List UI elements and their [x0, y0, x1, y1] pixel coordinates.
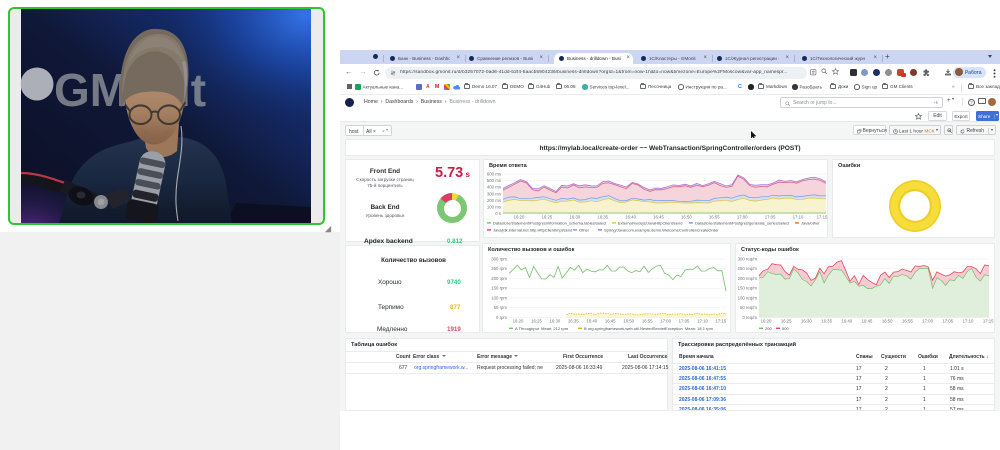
svg-text:150 rpm: 150 rpm	[491, 286, 507, 291]
svg-text:Other: Other	[579, 227, 590, 232]
svg-text:17:00: 17:00	[922, 319, 933, 324]
svg-text:600 ms: 600 ms	[487, 172, 501, 177]
svg-text:16:40: 16:40	[625, 215, 636, 220]
svg-text:16:20: 16:20	[513, 319, 524, 324]
svg-text:16:55: 16:55	[642, 319, 653, 324]
svg-text:16:35: 16:35	[568, 319, 579, 324]
svg-text:300 req/m: 300 req/m	[738, 257, 758, 262]
svg-text:200 rpm: 200 rpm	[491, 276, 507, 281]
svg-text:400 ms: 400 ms	[487, 185, 501, 190]
svg-text:16:30: 16:30	[569, 215, 580, 220]
svg-text:200 req/m: 200 req/m	[738, 276, 758, 281]
svg-text:17:15: 17:15	[817, 215, 828, 220]
svg-text:17:00: 17:00	[660, 319, 671, 324]
svg-text:16:35: 16:35	[821, 319, 832, 324]
svg-text:17:10: 17:10	[697, 319, 708, 324]
svg-text:16:45: 16:45	[653, 215, 664, 220]
svg-text:250 req/m: 250 req/m	[738, 266, 758, 271]
svg-text:500 ms: 500 ms	[487, 178, 501, 183]
svg-text:16:25: 16:25	[542, 215, 553, 220]
svg-text:16:25: 16:25	[781, 319, 792, 324]
svg-text:0 s: 0 s	[495, 211, 501, 216]
svg-text:100 req/m: 100 req/m	[738, 296, 758, 301]
svg-text:250 rpm: 250 rpm	[491, 266, 507, 271]
svg-text:17:00: 17:00	[737, 215, 748, 220]
svg-text:16:55: 16:55	[902, 319, 913, 324]
svg-text:16:55: 16:55	[709, 215, 720, 220]
svg-text:A Throughput Mean: 212 rpm: A Throughput Mean: 212 rpm	[515, 326, 569, 331]
svg-text:GM: GM	[54, 64, 128, 116]
svg-text:200 ms: 200 ms	[487, 198, 501, 203]
svg-text:16:20: 16:20	[761, 319, 772, 324]
svg-text:50 req/m: 50 req/m	[740, 305, 757, 310]
svg-text:Java/other: Java/other	[801, 220, 820, 225]
svg-text:B org.springframework.web.util: B org.springframework.web.util.NestedSer…	[584, 326, 714, 331]
svg-text:500: 500	[782, 326, 789, 331]
svg-text:17:05: 17:05	[765, 215, 776, 220]
svg-text:External/nodejs/JavaHttpClient: External/nodejs/JavaHttpClient/send	[618, 220, 682, 225]
svg-text:16:35: 16:35	[597, 215, 608, 220]
svg-text:Datastore/statement/Postgres/i: Datastore/statement/Postgres/information…	[493, 220, 607, 225]
svg-text:16:25: 16:25	[531, 319, 542, 324]
svg-text:17:10: 17:10	[963, 319, 974, 324]
svg-text:17:05: 17:05	[942, 319, 953, 324]
svg-text:16:50: 16:50	[681, 215, 692, 220]
svg-text:16:50: 16:50	[882, 319, 893, 324]
svg-text:50 rpm: 50 rpm	[494, 305, 508, 310]
svg-text:17:15: 17:15	[983, 319, 994, 324]
svg-text:16:45: 16:45	[605, 319, 616, 324]
svg-text:100 rpm: 100 rpm	[491, 296, 507, 301]
svg-text:16:30: 16:30	[801, 319, 812, 324]
svg-text:17:10: 17:10	[793, 215, 804, 220]
svg-text:0 rpm: 0 rpm	[496, 315, 507, 320]
svg-text:16:30: 16:30	[550, 319, 561, 324]
svg-text:150 req/m: 150 req/m	[738, 286, 758, 291]
svg-text:200: 200	[765, 326, 772, 331]
svg-text:Spring/Java/com.example.demo.W: Spring/Java/com.example.demo.WelcomeCont…	[604, 227, 719, 232]
svg-text:300 rpm: 300 rpm	[491, 257, 507, 262]
svg-text:16:45: 16:45	[862, 319, 873, 324]
svg-text:100 ms: 100 ms	[487, 205, 501, 210]
svg-text:0 req/m: 0 req/m	[742, 315, 757, 320]
svg-text:16:50: 16:50	[623, 319, 634, 324]
svg-text:16:40: 16:40	[586, 319, 597, 324]
svg-text:300 ms: 300 ms	[487, 191, 501, 196]
svg-text:16:40: 16:40	[841, 319, 852, 324]
svg-text:Datastore/statement/Postgres/g: Datastore/statement/Postgres/generate_se…	[695, 220, 790, 225]
svg-text:Java/jdk.internal.net.http.Htt: Java/jdk.internal.net.http.HttpClientImp…	[493, 227, 572, 232]
svg-text:17:15: 17:15	[716, 319, 727, 324]
svg-text:16:20: 16:20	[514, 215, 525, 220]
svg-text:17:05: 17:05	[679, 319, 690, 324]
